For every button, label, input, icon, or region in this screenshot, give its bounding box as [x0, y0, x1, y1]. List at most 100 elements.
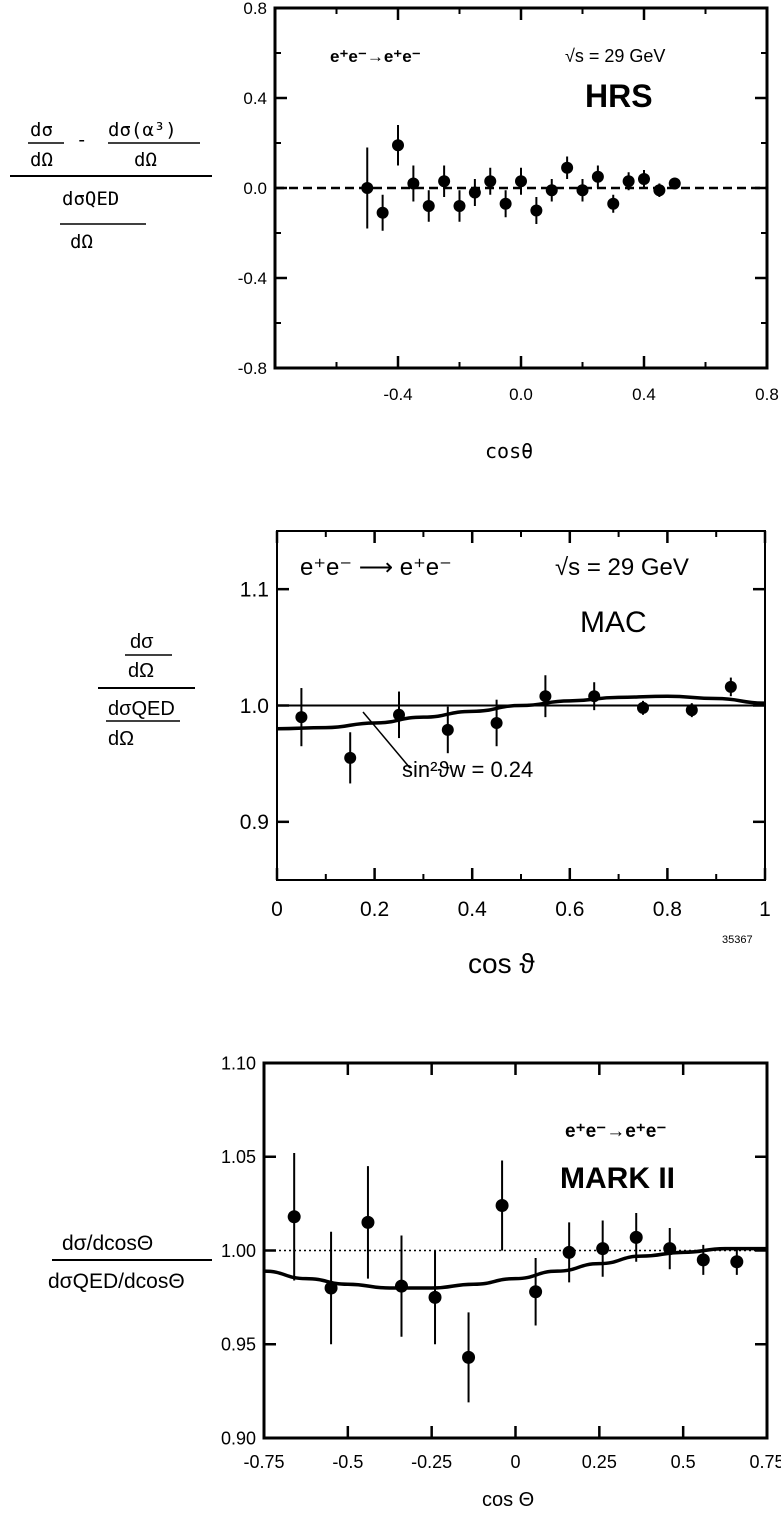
mark2-data-point	[696, 1244, 710, 1275]
hrs-marker	[453, 200, 466, 212]
mac-x-axis-label: cos ϑ	[468, 948, 535, 979]
hrs-x-tick-label: 0.4	[632, 385, 656, 404]
mac-marker	[393, 708, 405, 721]
mark2-y-tick-label: 1.05	[221, 1147, 256, 1167]
mac-data-point	[393, 691, 405, 739]
mac-data-point	[344, 732, 357, 784]
mac-data-point	[295, 688, 308, 747]
mark2-data-points	[287, 1153, 744, 1403]
mac-data-point	[685, 703, 698, 718]
hrs-y-tick-label: 0.0	[243, 179, 267, 198]
hrs-marker	[576, 184, 589, 197]
mark2-marker	[663, 1242, 677, 1256]
mark2-marker	[287, 1210, 301, 1224]
mark2-data-point	[495, 1160, 509, 1251]
mac-theory-curve	[276, 694, 766, 731]
hrs-marker	[376, 206, 389, 219]
mark2-marker	[495, 1199, 509, 1212]
mark2-data-point	[730, 1248, 744, 1275]
mark2-x-tick-label: 0.75	[749, 1452, 781, 1472]
hrs-marker	[607, 197, 620, 210]
hrs-y-tick-label: 0.8	[243, 0, 267, 18]
hrs-data-point	[484, 167, 497, 195]
hrs-x-axis-label: cosθ	[485, 439, 533, 463]
hrs-ylabel-num-b: dσ(α³)	[108, 119, 177, 141]
hrs-data-point	[561, 156, 574, 179]
hrs-data-point	[515, 167, 527, 195]
mark2-marker	[324, 1281, 338, 1295]
mac-data-point	[441, 706, 454, 754]
hrs-data-point	[638, 170, 650, 188]
mac-curve-label: sin²ϑw = 0.24	[402, 757, 533, 782]
mark2-data-point	[663, 1228, 677, 1270]
hrs-marker	[422, 200, 435, 212]
hrs-marker	[530, 204, 543, 217]
mark2-data-point	[562, 1222, 576, 1283]
hrs-data-point	[468, 179, 481, 206]
mac-x-tick-label: 0.6	[555, 898, 584, 921]
hrs-experiment-label: HRS	[585, 78, 653, 114]
mark2-data-point	[629, 1213, 643, 1262]
hrs-data-point	[499, 190, 512, 218]
mac-marker	[344, 751, 357, 764]
hrs-marker	[591, 170, 604, 183]
mac-marker	[588, 690, 601, 703]
mark2-y-axis-label: dσ/dcosΘ dσQED/dcosΘ	[48, 1232, 212, 1293]
mark2-marker	[629, 1230, 643, 1244]
hrs-y-tick-label: 0.4	[243, 89, 267, 108]
hrs-data-point	[653, 183, 666, 197]
hrs-ylabel-num-a-den: dΩ	[30, 149, 53, 171]
hrs-ylabel-den-den: dΩ	[70, 231, 93, 253]
mac-marker	[637, 701, 649, 714]
hrs-data-point	[361, 147, 374, 229]
mark2-marker	[596, 1242, 610, 1256]
hrs-data-point	[438, 165, 451, 197]
mark2-data-point	[428, 1250, 442, 1345]
hrs-marker	[515, 175, 527, 188]
mac-y-tick-label: 1.0	[240, 695, 269, 718]
mark2-theory-curve	[263, 1246, 767, 1290]
mac-marker	[441, 723, 454, 736]
mark2-y-tick-label: 0.90	[221, 1428, 256, 1448]
mac-x-tick-label: 0.2	[360, 898, 389, 921]
mac-marker	[685, 704, 698, 717]
hrs-data-point	[422, 190, 435, 222]
mac-figure-id: 35367	[722, 934, 753, 946]
mac-x-tick-label: 0	[271, 898, 283, 921]
hrs-data-point	[453, 190, 466, 222]
mark2-y-tick-label: 1.10	[221, 1053, 256, 1073]
hrs-marker	[407, 177, 420, 190]
hrs-data-point	[576, 179, 589, 202]
mark2-data-point	[324, 1231, 338, 1345]
mac-ylabel-den-den: dΩ	[108, 728, 134, 750]
mark2-x-tick-label: -0.75	[243, 1452, 284, 1472]
mark2-x-axis-label: cos Θ	[482, 1489, 534, 1511]
hrs-ylabel-num-b-den: dΩ	[134, 149, 157, 171]
hrs-chart: -0.4 0.0 0.4 0.8 -0.8 -0.4 0.0 0.4 0.8 e⁺e⁻→e⁺e…	[10, 0, 779, 463]
mark2-data-point	[462, 1312, 476, 1403]
hrs-marker	[499, 197, 512, 210]
hrs-data-point	[392, 125, 404, 166]
mac-marker	[490, 716, 503, 729]
mac-marker	[539, 690, 552, 703]
hrs-x-tick-label: -0.4	[383, 385, 412, 404]
mark2-y-axis: 0.90 0.95 1.00 1.05 1.10	[221, 1053, 767, 1448]
mark2-x-tick-label: -0.25	[411, 1452, 452, 1472]
mark2-x-tick-label: 0.25	[582, 1452, 617, 1472]
hrs-y-tick-label: -0.4	[238, 269, 267, 288]
hrs-y-tick-label: -0.8	[238, 359, 267, 378]
mac-ylabel-den: dσQED	[108, 698, 175, 720]
mac-y-tick-label: 0.9	[240, 811, 269, 834]
mark2-process-label: e⁺e⁻→e⁺e⁻	[565, 1121, 666, 1142]
hrs-data-point	[407, 165, 420, 202]
hrs-marker	[653, 184, 666, 197]
mark2-marker	[529, 1285, 543, 1299]
mac-marker	[295, 711, 308, 724]
mark2-marker	[462, 1350, 476, 1364]
hrs-data-point	[622, 172, 635, 191]
hrs-x-tick-label: 0.8	[755, 385, 779, 404]
hrs-data-point	[376, 194, 389, 231]
mark2-y-tick-label: 1.00	[221, 1241, 256, 1261]
mark2-ylabel-num: dσ/dcosΘ	[62, 1232, 153, 1255]
